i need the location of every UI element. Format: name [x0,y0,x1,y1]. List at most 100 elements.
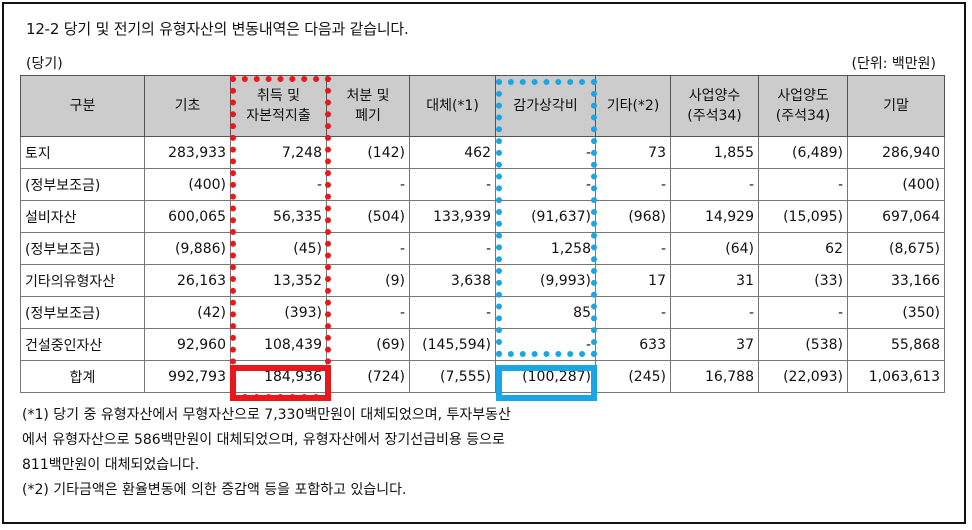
row-label: 건설중인자산 [20,328,145,361]
table-row: (정부보조금) (9,886) (45) - - 1,258 - (64) 62… [20,232,945,265]
table-cell: (15,095) [758,200,848,233]
table-cell: 14,929 [670,200,759,233]
table-row: (정부보조금) (400) - - - - - - - (400) [20,168,945,201]
table-row: (정부보조금) (42) (393) - - 85 - - - (350) [20,296,945,329]
table-header-row: 구분 기초 취득 및 자본적지출 처분 및 폐기 대체(*1) 감가상각비 기타(*… [20,75,945,137]
table-cell: 633 [595,328,671,361]
total-cell: (724) [326,360,410,393]
table-cell: 37 [670,328,759,361]
footnote-line: (*1) 당기 중 유형자산에서 무형자산으로 7,330백만원이 대체되었으며… [22,407,511,423]
table-cell: - [495,136,596,169]
table-cell: 73 [595,136,671,169]
footnote-line: 에서 유형자산으로 586백만원이 대체되었으며, 유형자산에서 장기선급비용 … [22,432,505,448]
table-cell: (69) [326,328,410,361]
table-cell: 283,933 [144,136,231,169]
table-cell: 13,352 [230,264,327,297]
table-cell: - [670,168,759,201]
header-acquisition: 취득 및 자본적지출 [230,75,327,137]
total-cell: 16,788 [670,360,759,393]
table-cell: (350) [847,296,945,329]
table-cell: (968) [595,200,671,233]
table-cell: 62 [758,232,848,265]
total-row: 합계 992,793 184,936 (724) (7,555) (100,28… [20,360,945,393]
table-cell: 1,855 [670,136,759,169]
table-cell: (8,675) [847,232,945,265]
header-business-transfer: 사업양도 (주석34) [758,75,848,137]
table-row: 건설중인자산 92,960 108,439 (69) (145,594) - 6… [20,328,945,361]
header-transfer: 대체(*1) [409,75,496,137]
table-cell: (393) [230,296,327,329]
table-cell: 7,248 [230,136,327,169]
header-other: 기타(*2) [595,75,671,137]
header-closing: 기말 [847,75,945,137]
header-depreciation: 감가상각비 [495,75,596,137]
header-disposal: 처분 및 폐기 [326,75,410,137]
table-row: 설비자산 600,065 56,335 (504) 133,939 (91,63… [20,200,945,233]
table-cell: 600,065 [144,200,231,233]
table-cell: (142) [326,136,410,169]
table-cell: (45) [230,232,327,265]
header-business-acquisition: 사업양수 (주석34) [670,75,759,137]
table-cell: 133,939 [409,200,496,233]
document-frame: 12-2 당기 및 전기의 유형자산의 변동내역은 다음과 같습니다. (당기)… [2,2,966,524]
table-cell: - [495,168,596,201]
table-cell: - [758,296,848,329]
asset-change-table: 구분 기초 취득 및 자본적지출 처분 및 폐기 대체(*1) 감가상각비 기타(*… [20,75,945,393]
table-cell: - [595,232,671,265]
total-cell: (7,555) [409,360,496,393]
table-cell: (64) [670,232,759,265]
table-cell: (400) [144,168,231,201]
table-cell: - [495,328,596,361]
table-cell: 1,258 [495,232,596,265]
table-cell: - [409,232,496,265]
table-cell: - [326,232,410,265]
table-cell: (9,993) [495,264,596,297]
table-cell: 56,335 [230,200,327,233]
table-cell: 33,166 [847,264,945,297]
table-cell: 92,960 [144,328,231,361]
table-cell: 17 [595,264,671,297]
total-cell: 1,063,613 [847,360,945,393]
row-label: 토지 [20,136,145,169]
table-cell: 697,064 [847,200,945,233]
table-cell: (42) [144,296,231,329]
total-label: 합계 [20,360,145,393]
row-label: (정부보조금) [20,168,145,201]
table-cell: 31 [670,264,759,297]
table-cell: - [230,168,327,201]
table-cell: (6,489) [758,136,848,169]
table-cell: - [409,168,496,201]
footnote-line: 811백만원이 대체되었습니다. [22,457,200,473]
table-cell: (9) [326,264,410,297]
table-row: 기타의유형자산 26,163 13,352 (9) 3,638 (9,993) … [20,264,945,297]
table-cell: 55,868 [847,328,945,361]
table-cell: 85 [495,296,596,329]
table-cell: - [326,168,410,201]
total-cell: 184,936 [230,360,327,393]
total-cell: (22,093) [758,360,848,393]
table-cell: 26,163 [144,264,231,297]
table-cell: 462 [409,136,496,169]
table-cell: (145,594) [409,328,496,361]
table-cell: - [670,296,759,329]
total-cell: (100,287) [495,360,596,393]
table-cell: (400) [847,168,945,201]
unit-label: (단위: 백만원) [851,56,937,72]
row-label: (정부보조금) [20,232,145,265]
table-cell: - [409,296,496,329]
section-title: 12-2 당기 및 전기의 유형자산의 변동내역은 다음과 같습니다. [26,20,409,38]
row-label: 설비자산 [20,200,145,233]
row-label: 기타의유형자산 [20,264,145,297]
footnotes: (*1) 당기 중 유형자산에서 무형자산으로 7,330백만원이 대체되었으며… [22,403,511,503]
table-cell: - [758,168,848,201]
total-cell: (245) [595,360,671,393]
table-cell: 108,439 [230,328,327,361]
period-label: (당기) [26,56,63,72]
table-cell: (91,637) [495,200,596,233]
table-cell: (504) [326,200,410,233]
table-cell: - [595,168,671,201]
table-cell: (9,886) [144,232,231,265]
table-cell: 3,638 [409,264,496,297]
table-row: 토지 283,933 7,248 (142) 462 - 73 1,855 (6… [20,136,945,169]
header-opening: 기초 [144,75,231,137]
